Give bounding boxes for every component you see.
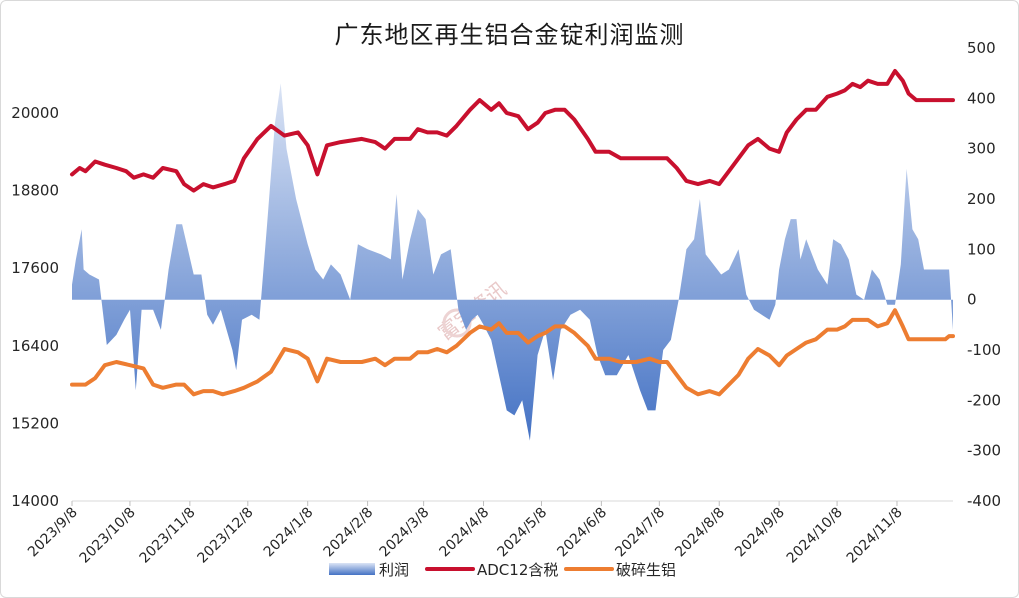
x-axis-tick-label: 2024/8/8	[672, 505, 728, 561]
series-area-profit	[72, 83, 953, 441]
x-axis-tick-label: 2024/1/8	[261, 505, 317, 561]
right-axis-tick-label: 400	[967, 89, 996, 107]
right-axis-tick-label: -400	[967, 492, 1001, 510]
x-axis-tick-label: 2024/7/8	[612, 505, 668, 561]
series-line-1	[70, 69, 955, 193]
chart-title: 广东地区再生铝合金锭利润监测	[334, 21, 685, 49]
legend: 利润 ADC12含税 破碎生铝	[329, 561, 676, 579]
left-axis-tick-label: 17600	[11, 259, 59, 277]
x-axis-tick-label: 2024/11/8	[844, 505, 906, 567]
x-axis-tick-label: 2023/10/8	[77, 505, 139, 567]
legend-label-3: 破碎生铝	[616, 561, 676, 579]
right-axis-tick-label: 200	[967, 190, 996, 208]
x-axis-tick-label: 2024/2/8	[321, 505, 377, 561]
left-axis-tick-label: 20000	[11, 104, 59, 122]
x-axis-tick-label: 2023/11/8	[137, 505, 199, 567]
x-axis-tick-label: 2024/3/8	[377, 505, 433, 561]
x-axis-tick-label: 2024/5/8	[495, 505, 551, 561]
legend-label-2: ADC12含税	[477, 561, 558, 579]
x-axis-tick-label: 2023/12/8	[195, 505, 257, 567]
x-axis-tick-label: 2024/4/8	[437, 505, 493, 561]
left-axis-tick-label: 18800	[11, 182, 59, 200]
right-axis-tick-label: 300	[967, 140, 996, 158]
legend-label-1: 利润	[379, 561, 409, 579]
legend-swatch-profit	[329, 563, 375, 575]
left-axis-tick-label: 16400	[11, 337, 59, 355]
right-axis-tick-label: -100	[967, 341, 1001, 359]
profit-area-layer	[72, 83, 953, 441]
x-axis-tick-label: 2024/10/8	[784, 505, 846, 567]
right-axis-tick-label: 100	[967, 240, 996, 258]
right-axis-tick-label: 0	[967, 291, 977, 309]
right-axis-tick-label: -300	[967, 442, 1001, 460]
price-lines-layer	[70, 69, 955, 397]
x-axis-tick-label: 2024/6/8	[554, 505, 610, 561]
x-axis-tick-label: 2023/9/8	[25, 505, 81, 561]
series-line-2	[70, 308, 955, 397]
right-axis-tick-label: 500	[967, 39, 996, 57]
left-axis-tick-label: 15200	[11, 414, 59, 432]
x-axis-tick-label: 2024/9/8	[732, 505, 788, 561]
left-axis-tick-label: 14000	[11, 492, 59, 510]
right-axis-tick-label: -200	[967, 391, 1001, 409]
